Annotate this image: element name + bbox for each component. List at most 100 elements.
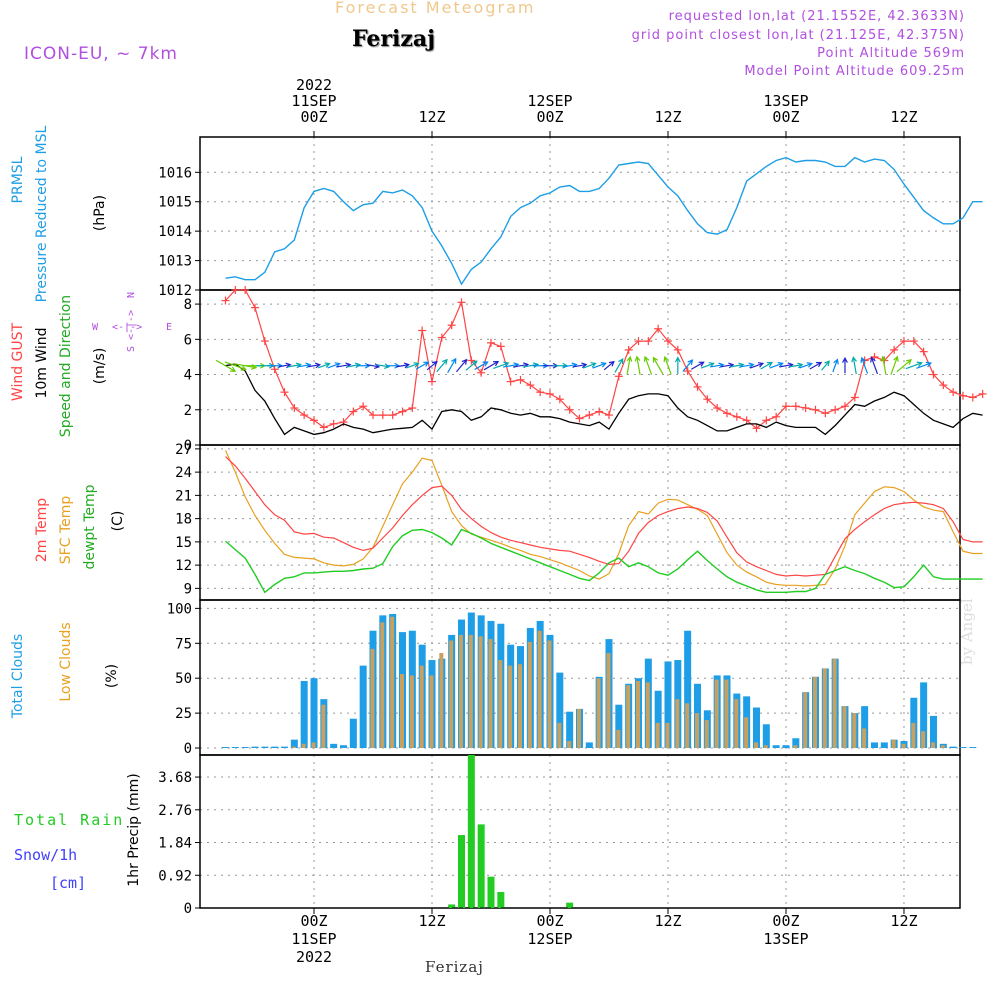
wind-arrow-head xyxy=(842,356,848,363)
y-tick-label: 0 xyxy=(184,901,192,917)
low-cloud-bar xyxy=(803,692,808,749)
wind-arrow xyxy=(297,364,311,368)
wind-arrow xyxy=(720,364,734,368)
low-cloud-bar xyxy=(449,640,454,749)
wind-arrow-head xyxy=(230,366,237,372)
wind-arrow xyxy=(327,363,340,369)
wind-arrow xyxy=(562,363,577,368)
total-cloud-bar xyxy=(566,711,574,749)
rain-bar xyxy=(566,902,574,908)
total-cloud-bar xyxy=(752,707,760,749)
rain-bar xyxy=(467,755,475,908)
time-label-top: 12SEP xyxy=(527,92,572,110)
wind-arrow xyxy=(483,361,499,371)
wind-arrow xyxy=(455,359,468,373)
total-cloud-bar xyxy=(585,742,593,749)
wind-arrow-head xyxy=(354,362,361,369)
legend-total-rain: Total Rain xyxy=(14,811,124,829)
wind-arrow xyxy=(308,364,320,368)
low-cloud-bar xyxy=(812,676,817,749)
rain-bars xyxy=(448,755,574,908)
wind-arrow xyxy=(832,359,838,373)
requested-coords: requested lon,lat (21.1552E, 42.3633N) xyxy=(668,9,965,24)
total-cloud-bar xyxy=(949,746,957,749)
wind-arrow xyxy=(710,364,724,368)
time-label-top: 11SEP xyxy=(291,92,336,110)
wind-arrow-head xyxy=(334,362,341,368)
total-cloud-bar xyxy=(880,742,888,749)
wind-arrow-head xyxy=(698,361,705,367)
total-cloud-bar xyxy=(870,742,878,749)
low-cloud-bar xyxy=(616,729,621,749)
low-cloud-bar xyxy=(508,665,513,749)
wind-arrow xyxy=(916,362,932,369)
y-tick-label: 8 xyxy=(184,297,192,313)
low-cloud-bar xyxy=(891,739,896,749)
wind-arrow xyxy=(502,363,519,368)
low-cloud-bar xyxy=(439,653,444,749)
total-cloud-bar xyxy=(959,747,967,749)
compass-e: E xyxy=(166,322,172,333)
wind-arrow xyxy=(739,363,754,368)
ylabel-hpa: (hPa) xyxy=(92,195,108,231)
wind-arrow xyxy=(789,364,803,368)
wind-arrow-head xyxy=(384,363,391,369)
time-label-top: 2022 xyxy=(296,76,332,94)
total-cloud-bar xyxy=(339,745,347,749)
wind-arrow-head xyxy=(423,361,430,367)
wind-arrow-head xyxy=(240,365,247,371)
wind-arrow-head xyxy=(451,357,457,364)
low-cloud-bar xyxy=(704,720,709,749)
low-cloud-bar xyxy=(567,741,572,749)
wind-arrow-head xyxy=(482,361,489,367)
2m-temp-line xyxy=(225,456,983,577)
total-cloud-bar xyxy=(300,680,308,749)
wind-arrow-head xyxy=(634,355,641,362)
wind-arrow xyxy=(644,356,653,375)
wind-arrow xyxy=(522,363,539,368)
wind-arrow xyxy=(682,359,693,372)
y-tick-label: 75 xyxy=(175,636,192,652)
ylabel-prmsl: PRMSL xyxy=(10,156,26,203)
time-label-top: 12Z xyxy=(890,108,917,126)
y-tick-label: 4 xyxy=(184,368,192,384)
wind-arrow-head xyxy=(503,361,510,368)
low-cloud-bar xyxy=(626,685,631,749)
precip-legend: Total Rain Snow/1h [cm] xyxy=(14,811,124,892)
wind-arrow-head xyxy=(441,358,448,365)
ylabel-gust: Wind GUST xyxy=(10,322,26,401)
total-cloud-bar xyxy=(222,747,230,749)
wind-arrow xyxy=(336,363,351,368)
time-label-top: 12Z xyxy=(654,108,681,126)
total-cloud-bar xyxy=(330,743,338,749)
y-tick-label: 1012 xyxy=(158,283,192,299)
wind-arrow xyxy=(474,361,488,370)
low-cloud-bar xyxy=(488,639,493,749)
wind-arrow-head xyxy=(860,356,866,363)
wind-arrow-head xyxy=(833,358,839,365)
wind-arrow-head xyxy=(766,361,774,368)
total-cloud-bar xyxy=(792,738,800,749)
total-cloud-bar xyxy=(241,747,249,749)
y-tick-label: 15 xyxy=(175,535,192,551)
low-cloud-bar xyxy=(665,722,670,749)
low-cloud-bar xyxy=(842,706,847,749)
total-cloud-bar xyxy=(969,747,977,749)
dewpt-temp-line xyxy=(225,528,983,594)
total-cloud-bar xyxy=(310,678,318,749)
ylabel-low-clouds: Low Clouds xyxy=(58,622,74,701)
wind-arrow-head xyxy=(797,362,804,369)
low-cloud-bar xyxy=(301,743,306,749)
y-tick-label: 12 xyxy=(175,558,192,574)
total-cloud-bar xyxy=(251,746,259,749)
y-tick-label: 1015 xyxy=(158,195,192,211)
y-tick-label: 0 xyxy=(184,438,192,454)
wind-arrow-head xyxy=(493,361,500,367)
wind-arrow-head xyxy=(806,362,813,368)
wind-arrow xyxy=(779,363,793,368)
y-tick-label: 1013 xyxy=(158,254,192,270)
compass-indicator: N S W E <-|-><-|-> xyxy=(92,292,172,352)
ylabel-precip: 1hr Precip (mm) xyxy=(126,773,142,886)
total-cloud-bar xyxy=(556,672,564,749)
